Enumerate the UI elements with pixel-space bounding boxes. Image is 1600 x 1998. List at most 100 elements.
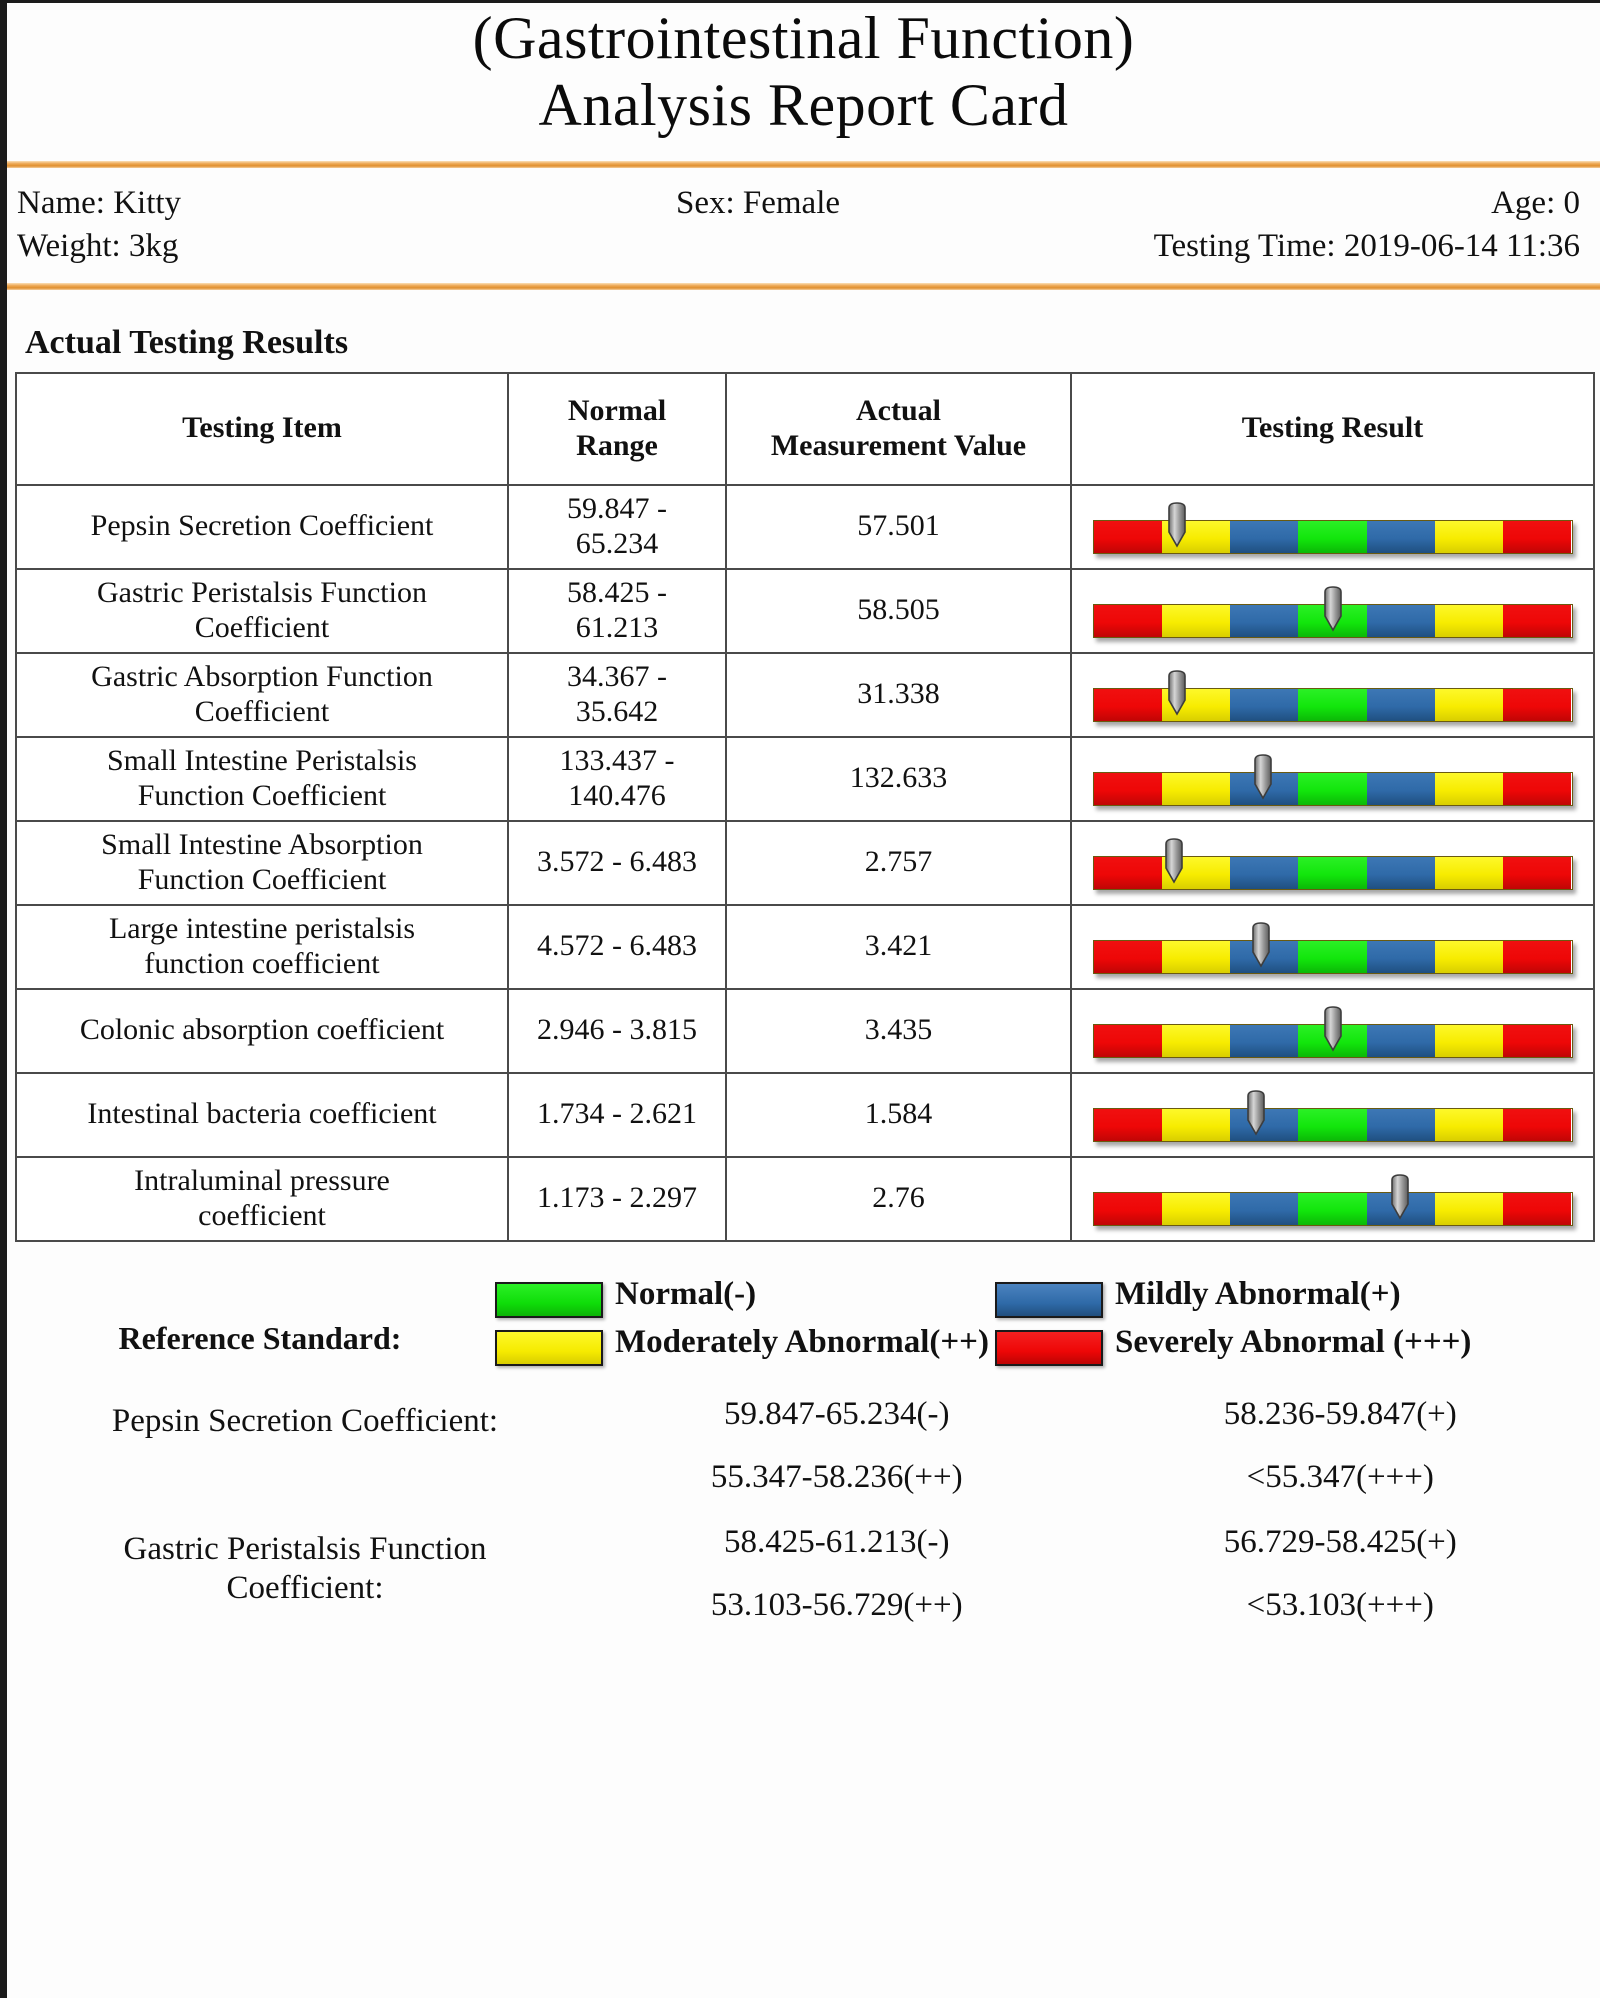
cell-testing-item-l1: Small Intestine Peristalsis	[107, 744, 417, 778]
cell-testing-item: Gastric Peristalsis Function Coefficient	[15, 567, 509, 654]
gauge-segment-blue-5	[1366, 1108, 1435, 1141]
gauge-segment-yellow-6	[1434, 1192, 1504, 1225]
cell-actual-value: 57.501	[725, 483, 1072, 570]
cell-normal-range: 58.425 -61.213	[507, 567, 727, 654]
gauge-marker-icon	[1244, 1090, 1268, 1136]
cell-normal-range: 1.734 - 2.621	[507, 1071, 727, 1158]
gauge-segment-yellow-6	[1434, 940, 1504, 973]
cell-testing-result	[1070, 651, 1595, 738]
gauge-track	[1092, 1191, 1573, 1226]
gauge-segment-blue-5	[1366, 1024, 1435, 1057]
header-value-l1: Actual	[856, 394, 941, 428]
report-title: (Gastrointestinal Function) Analysis Rep…	[7, 3, 1600, 139]
cell-normal-range: 4.572 - 6.483	[507, 903, 727, 990]
cell-testing-item: Intraluminal pressure coefficient	[15, 1155, 509, 1242]
result-gauge	[1092, 911, 1573, 983]
range-normal: 58.425-61.213(-)	[724, 1523, 950, 1560]
cell-testing-item-l1: Intraluminal pressure	[134, 1164, 390, 1198]
cell-actual-value: 3.421	[725, 903, 1072, 990]
gauge-segment-green-4	[1298, 1108, 1367, 1141]
gauge-segment-green-4	[1298, 940, 1367, 973]
gauge-segment-red-1	[1093, 688, 1162, 721]
cell-testing-item-l2: Coefficient	[194, 610, 330, 644]
legend-label: Normal(-)	[615, 1275, 757, 1312]
patient-age: Age: 0	[1491, 185, 1580, 222]
gauge-marker-icon	[1162, 838, 1186, 884]
legend-swatch-yellow	[495, 1329, 603, 1366]
gauge-segment-yellow-6	[1434, 1108, 1504, 1141]
gauge-segment-red-7	[1503, 772, 1572, 805]
gauge-segment-red-1	[1093, 604, 1162, 637]
cell-testing-result	[1070, 1155, 1595, 1242]
cell-testing-item: Pepsin Secretion Coefficient	[15, 483, 509, 570]
cell-actual-value: 3.435	[725, 987, 1072, 1074]
reference-range-values: 58.425-61.213(-) 56.729-58.425(+) 53.103-5…	[585, 1524, 1592, 1624]
gauge-segment-green-4	[1298, 1192, 1367, 1225]
section-heading: Actual Testing Results	[25, 323, 349, 361]
gauge-marker-icon	[1251, 754, 1275, 800]
cell-testing-item-l2: function coefficient	[144, 946, 380, 980]
reference-range-name: Pepsin Secretion Coefficient:	[111, 1402, 499, 1439]
gauge-segment-yellow-6	[1434, 856, 1504, 889]
cell-normal-range-l2: 65.234	[575, 526, 659, 560]
result-gauge	[1092, 575, 1573, 647]
gauge-track	[1092, 771, 1573, 806]
range-mild: 58.236-59.847(+)	[1223, 1395, 1457, 1432]
patient-info-row-2: Weight: 3kg Testing Time: 2019-06-14 11:…	[17, 225, 1586, 267]
reference-range-name-l1: Gastric Peristalsis Function	[123, 1530, 487, 1567]
table-header-row: Testing Item Normal Range Actual Measure…	[15, 371, 1595, 486]
legend-item: Mildly Abnormal(+)	[995, 1276, 1594, 1318]
gauge-track	[1092, 603, 1573, 638]
gauge-segment-yellow-2	[1161, 940, 1231, 973]
cell-actual-value: 31.338	[725, 651, 1072, 738]
cell-testing-item: Small Intestine Peristalsis Function Coef…	[15, 735, 509, 822]
range-mild: 56.729-58.425(+)	[1223, 1523, 1457, 1560]
reference-range-name-l2: Coefficient:	[226, 1570, 384, 1607]
legend-items: Normal(-) Mildly Abnormal(+) Moderately Ab…	[495, 1276, 1600, 1366]
cell-testing-item-l2: coefficient	[198, 1198, 326, 1232]
gauge-segment-blue-5	[1366, 940, 1435, 973]
header-normal-range: Normal Range	[507, 371, 727, 486]
cell-actual-value: 58.505	[725, 567, 1072, 654]
table-row: Gastric Peristalsis Function Coefficient 5…	[15, 567, 1595, 654]
range-normal: 59.847-65.234(-)	[724, 1395, 950, 1432]
header-normal-range-l2: Range	[576, 428, 658, 462]
gauge-segment-yellow-6	[1434, 1024, 1504, 1057]
cell-testing-item-l2: Coefficient	[194, 694, 330, 728]
gauge-segment-blue-5	[1366, 772, 1435, 805]
cell-testing-item-l1: Large intestine peristalsis	[108, 912, 416, 946]
gauge-segment-yellow-2	[1161, 1024, 1231, 1057]
cell-testing-result	[1070, 735, 1595, 822]
legend-label: Severely Abnormal (+++)	[1115, 1323, 1472, 1360]
legend-swatch-red	[995, 1329, 1103, 1366]
reference-range-group: Gastric Peristalsis Function Coefficient:…	[25, 1524, 1592, 1624]
legend-item: Moderately Abnormal(++)	[495, 1324, 995, 1366]
patient-sex: Sex: Female	[675, 185, 841, 222]
header-normal-range-l1: Normal	[567, 394, 667, 428]
gauge-segment-red-7	[1503, 1192, 1572, 1225]
reference-standard-legend: Reference Standard: Normal(-) Mildly Abno…	[7, 1276, 1600, 1366]
legend-swatch-blue	[995, 1281, 1103, 1318]
legend-item: Normal(-)	[495, 1276, 995, 1318]
result-gauge	[1092, 995, 1573, 1067]
cell-testing-item: Gastric Absorption Function Coefficient	[15, 651, 509, 738]
patient-info-row-1: Name: Kitty Sex: Female Age: 0	[17, 182, 1586, 224]
cell-testing-result	[1070, 987, 1595, 1074]
gauge-segment-blue-5	[1366, 856, 1435, 889]
cell-actual-value: 2.76	[725, 1155, 1072, 1242]
gauge-segment-red-1	[1093, 1192, 1162, 1225]
result-gauge	[1092, 827, 1573, 899]
gauge-segment-red-1	[1093, 1024, 1162, 1057]
gauge-segment-red-1	[1093, 856, 1162, 889]
cell-normal-range: 34.367 -35.642	[507, 651, 727, 738]
cell-normal-range: 59.847 -65.234	[507, 483, 727, 570]
gauge-segment-red-7	[1503, 856, 1572, 889]
table-row: Small Intestine Absorption Function Coeff…	[15, 819, 1595, 906]
cell-normal-range-l1: 59.847 -	[567, 492, 667, 526]
reference-range-name: Gastric Peristalsis Function Coefficient:	[25, 1524, 585, 1609]
gauge-segment-yellow-6	[1434, 772, 1504, 805]
gauge-segment-red-1	[1093, 772, 1162, 805]
divider-top	[7, 161, 1600, 169]
patient-weight: Weight: 3kg	[17, 227, 179, 264]
results-table: Testing Item Normal Range Actual Measure…	[15, 371, 1595, 1242]
